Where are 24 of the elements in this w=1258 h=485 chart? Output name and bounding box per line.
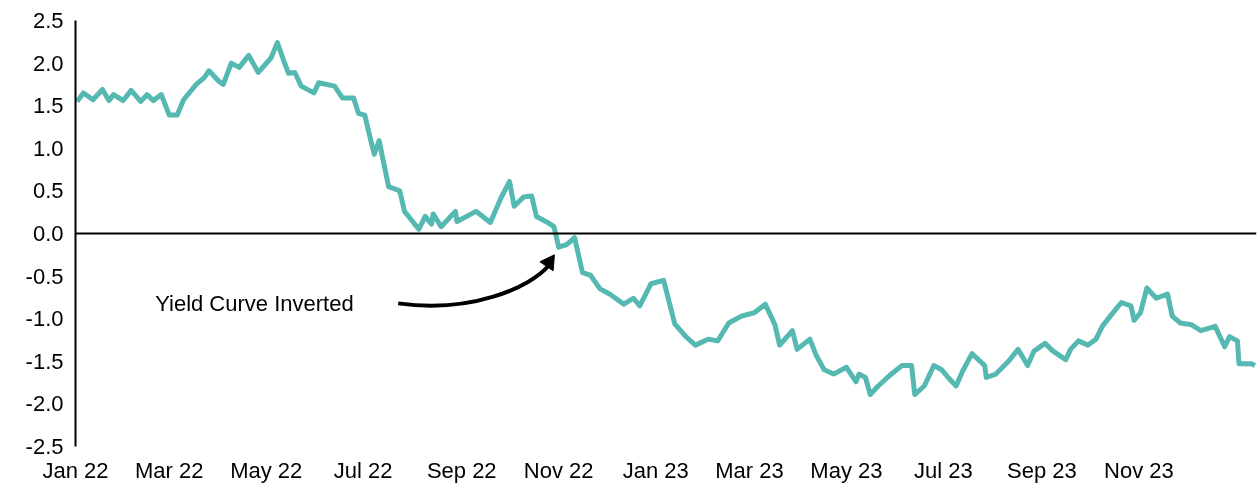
y-tick-label: -2.5 <box>25 434 64 459</box>
y-tick-label: -0.5 <box>25 263 64 289</box>
x-tick-label: Mar 22 <box>135 457 204 483</box>
y-tick-label: 0.5 <box>32 178 64 204</box>
annotation: Yield Curve Inverted <box>155 290 354 316</box>
x-tick-label: Nov 22 <box>523 457 594 483</box>
x-tick-label: Jul 22 <box>333 457 393 483</box>
y-tick-label: 2.5 <box>32 8 64 33</box>
x-tick-label: Jul 23 <box>914 457 973 483</box>
y-tick-label: -1.5 <box>25 348 64 374</box>
x-tick-label: Mar 23 <box>715 457 784 483</box>
x-tick-label: Sep 22 <box>426 457 497 483</box>
y-tick-label: 1.0 <box>32 135 64 161</box>
y-tick-label: 0.0 <box>32 221 64 246</box>
y-tick-label: 2.0 <box>32 50 64 76</box>
x-tick-label: May 22 <box>230 457 303 483</box>
x-tick-label: Jan 22 <box>42 457 109 483</box>
x-tick-label: Nov 23 <box>1104 457 1174 483</box>
y-tick-label: -2.0 <box>25 391 64 417</box>
y-tick-label: 1.5 <box>32 93 64 119</box>
y-tick-label: -1.0 <box>25 306 64 332</box>
x-tick-label: Sep 23 <box>1007 457 1077 483</box>
x-tick-label: May 23 <box>810 457 883 483</box>
x-tick-label: Jan 23 <box>622 457 689 483</box>
